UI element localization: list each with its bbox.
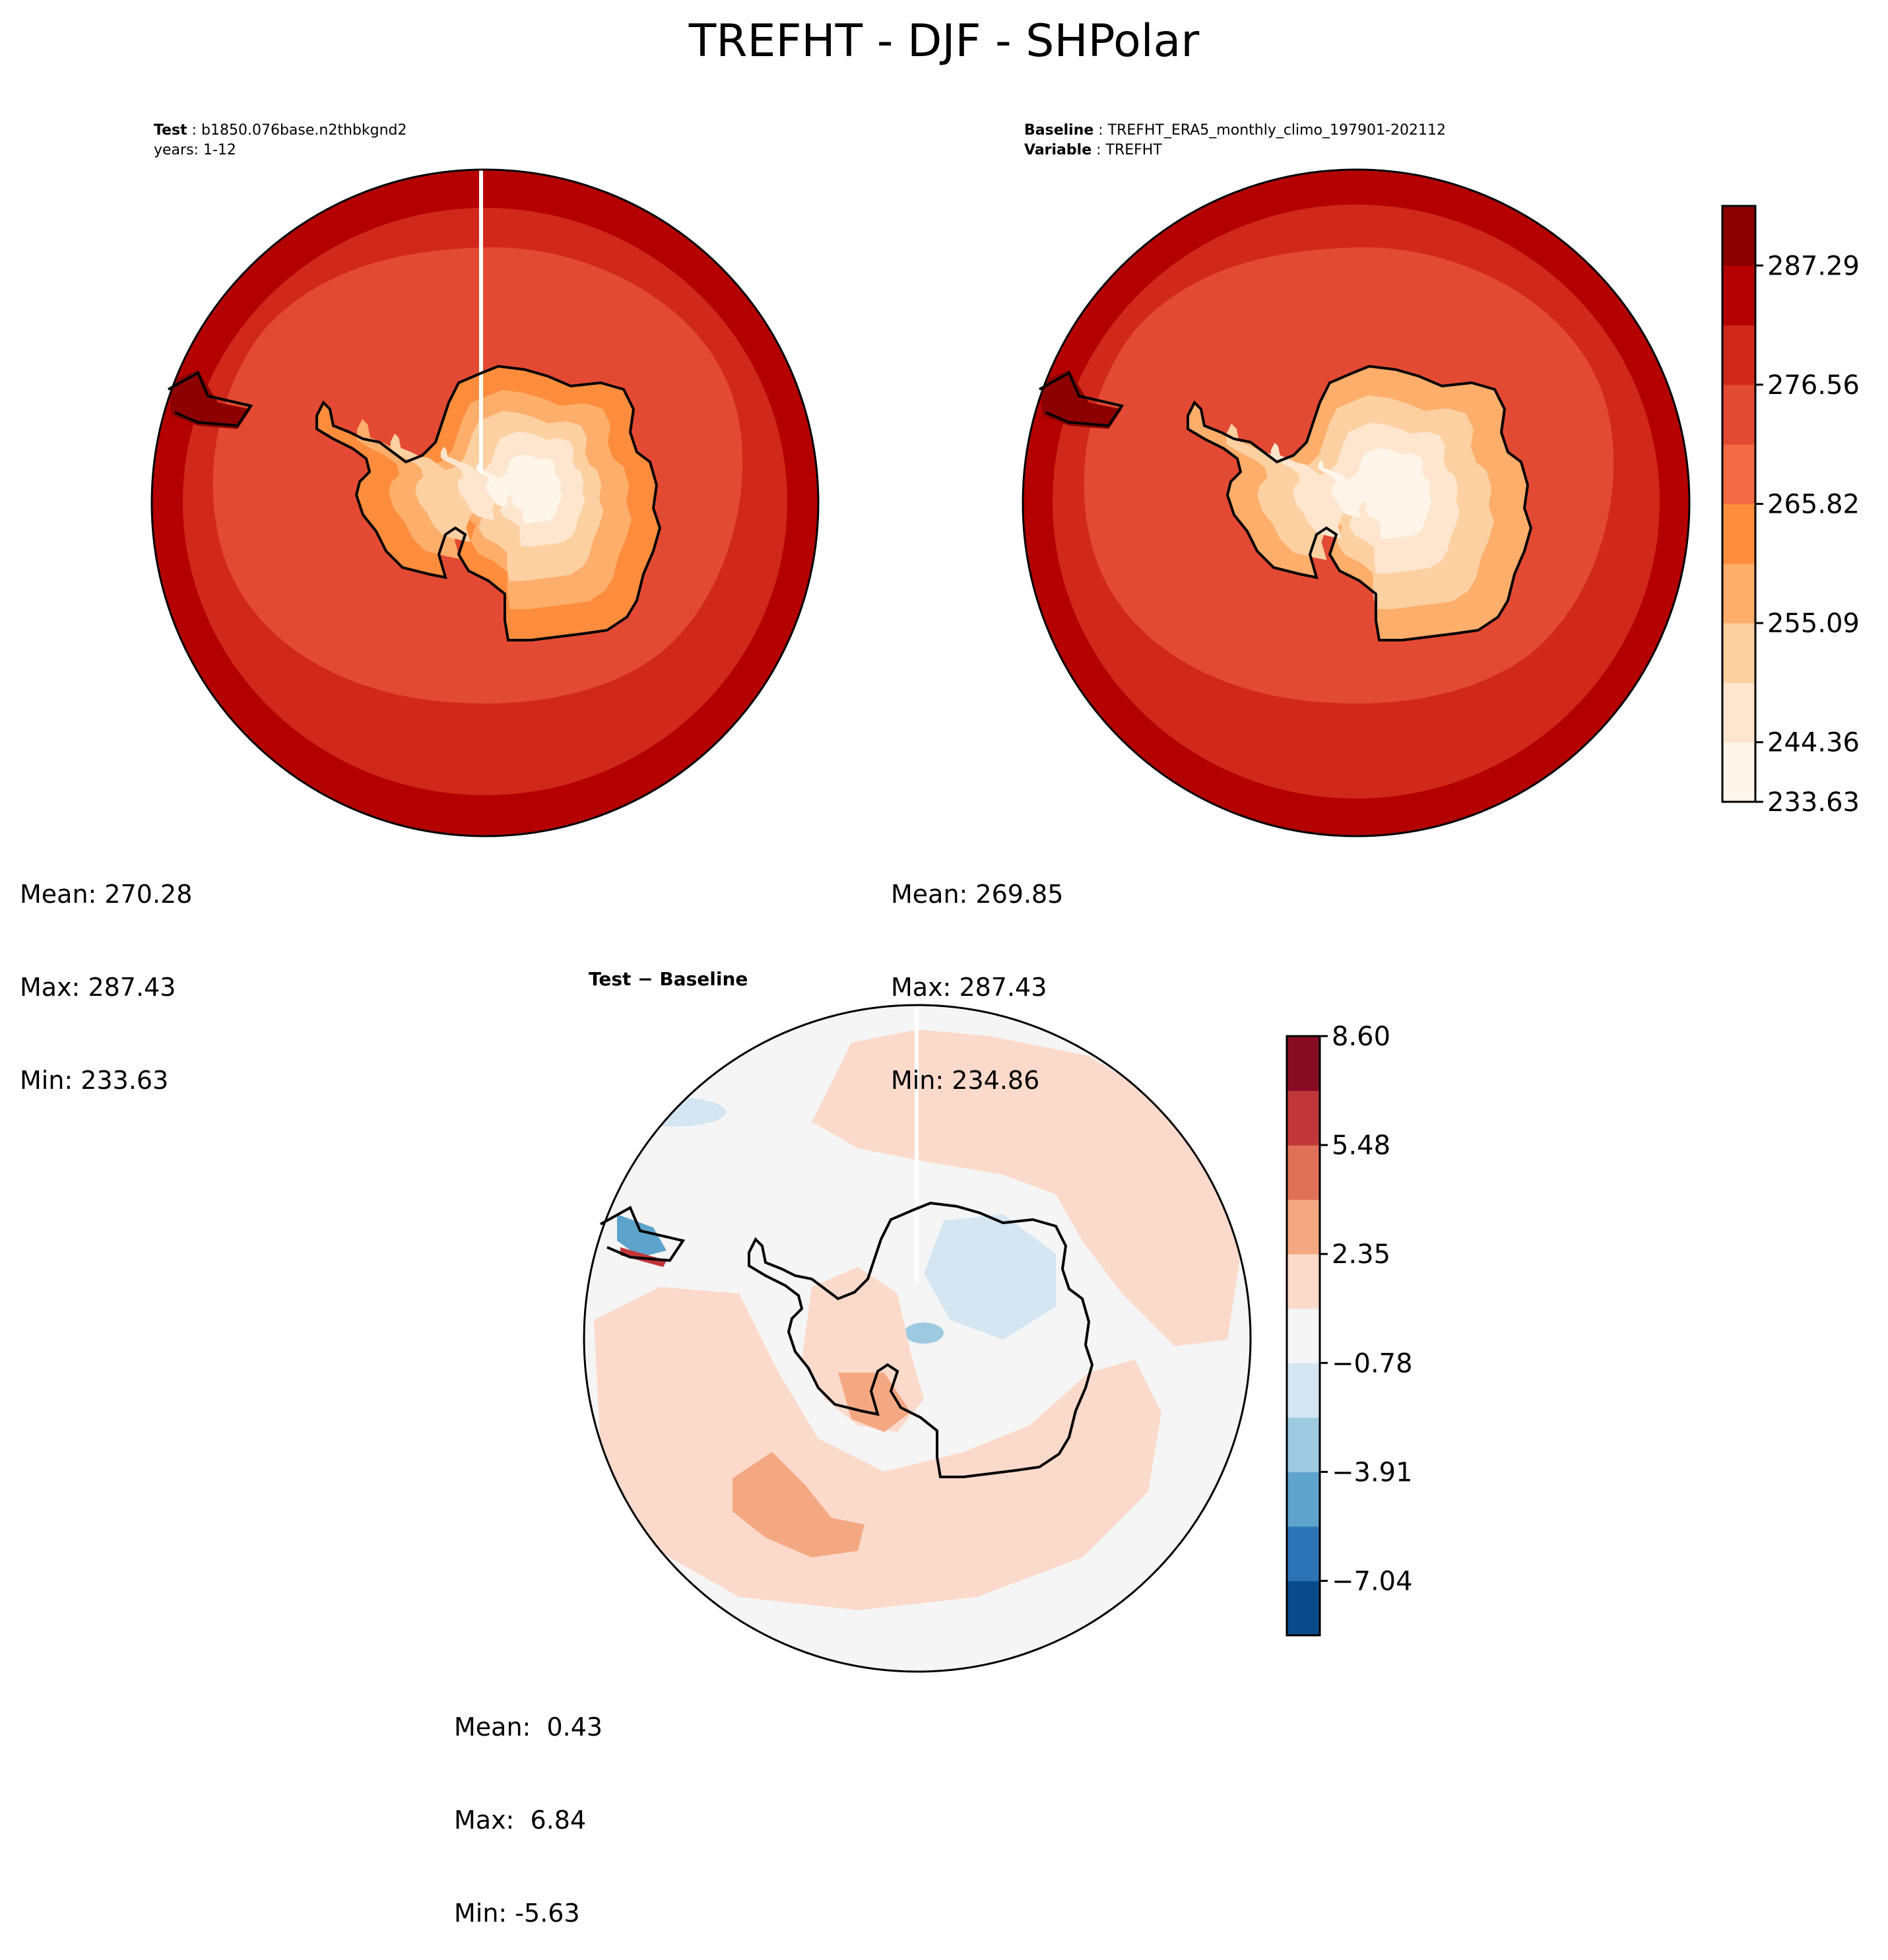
colorbar-main-swatch	[1722, 444, 1755, 504]
diff-stat-max: Max: 6.84	[454, 1806, 587, 1835]
diff-map-boundary	[583, 1004, 1252, 1673]
diff-map	[584, 1005, 1251, 1672]
colorbar-main-tick-label: 233.63	[1767, 787, 1860, 818]
colorbar-diff-swatch	[1287, 1363, 1320, 1418]
colorbar-diff-swatch	[1287, 1472, 1320, 1527]
colorbar-diff-swatch	[1287, 1417, 1320, 1472]
colorbar-main-swatch	[1722, 504, 1755, 564]
test-header-value: b1850.076base.n2thbkgnd2	[201, 122, 407, 139]
colorbar-diff-tick-label: 8.60	[1332, 1022, 1390, 1052]
baseline-stat-max: Max: 287.43	[891, 973, 1047, 1002]
colorbar-diff-tick-label: −3.91	[1332, 1457, 1413, 1487]
colorbar-diff-swatch	[1287, 1581, 1320, 1636]
test-stats: Mean: 270.28 Max: 287.43 Min: 233.63	[20, 817, 192, 1127]
colorbar-diff-tick-label: −0.78	[1332, 1348, 1413, 1379]
colorbar-main-swatch	[1722, 563, 1755, 624]
baseline-variable-value: TREFHT	[1105, 142, 1162, 158]
colorbar-diff-swatch	[1287, 1526, 1320, 1581]
diff-panel-title: Test − Baseline	[589, 968, 748, 990]
diff-stat-mean: Mean: 0.43	[454, 1713, 603, 1742]
colorbar-main-swatch	[1722, 623, 1755, 683]
test-map-boundary	[150, 168, 820, 837]
colorbar-main-tick-label: 287.29	[1767, 251, 1860, 281]
figure-title: TREFHT - DJF - SHPolar	[688, 15, 1200, 67]
colorbar-main-swatch	[1722, 206, 1755, 266]
colorbar-diff-swatch	[1287, 1254, 1320, 1309]
colorbar-diff: 8.60 5.48 2.35 −0.78 −3.91 −7.04	[1286, 1022, 1413, 1637]
test-header: Test : b1850.076base.n2thbkgnd2	[154, 122, 407, 139]
diff-stat-min: Min: -5.63	[454, 1899, 580, 1928]
colorbar-main-tick-label: 244.36	[1767, 728, 1860, 758]
colorbar-main-tick-label: 265.82	[1767, 490, 1860, 520]
test-stat-min: Min: 233.63	[20, 1066, 169, 1095]
colorbar-main-swatch	[1722, 682, 1755, 743]
colorbar-diff-swatch	[1287, 1308, 1320, 1363]
baseline-stat-mean: Mean: 269.85	[891, 880, 1064, 909]
test-header-label: Test	[154, 122, 187, 139]
baseline-header: Baseline : TREFHT_ERA5_monthly_climo_197…	[1024, 122, 1446, 139]
baseline-header-label: Baseline	[1024, 122, 1094, 139]
test-stat-mean: Mean: 270.28	[20, 880, 193, 909]
baseline-map	[1023, 170, 1689, 836]
colorbar-diff-tick-label: 5.48	[1332, 1130, 1390, 1161]
test-map	[152, 170, 818, 836]
baseline-header-value: TREFHT_ERA5_monthly_climo_197901-202112	[1107, 122, 1446, 139]
colorbar-main-swatch	[1722, 384, 1755, 445]
colorbar-main-tick-label: 255.09	[1767, 608, 1860, 639]
colorbar-main-swatch	[1722, 265, 1755, 326]
colorbar-main-tick-label: 276.56	[1767, 370, 1860, 401]
colorbar-diff-frame	[1286, 1035, 1321, 1637]
colorbar-diff-tick-label: −7.04	[1332, 1566, 1413, 1596]
colorbar-diff-tick-label: 2.35	[1332, 1239, 1390, 1270]
test-stat-max: Max: 287.43	[20, 973, 176, 1002]
colorbar-main-swatch	[1722, 325, 1755, 385]
baseline-stats: Mean: 269.85 Max: 287.43 Min: 234.86	[891, 817, 1063, 1127]
baseline-variable: Variable : TREFHT	[1024, 142, 1162, 158]
colorbar-main-swatch	[1722, 742, 1755, 802]
baseline-variable-label: Variable	[1024, 142, 1092, 158]
colorbar-diff-swatch	[1287, 1090, 1320, 1146]
figure-canvas: 287.29 276.56 265.82 255.09 244.36 233.63 8.6…	[150, 168, 1860, 1673]
colorbar-main: 287.29 276.56 265.82 255.09 244.36 233.63	[1721, 205, 1860, 818]
baseline-stat-min: Min: 234.86	[891, 1066, 1040, 1095]
colorbar-diff-swatch	[1287, 1036, 1320, 1092]
colorbar-diff-swatch	[1287, 1199, 1320, 1255]
test-years: years: 1-12	[154, 142, 236, 158]
baseline-map-boundary	[1022, 168, 1691, 837]
colorbar-diff-swatch	[1287, 1145, 1320, 1200]
diff-stats: Mean: 0.43 Max: 6.84 Min: -5.63	[454, 1650, 602, 1960]
